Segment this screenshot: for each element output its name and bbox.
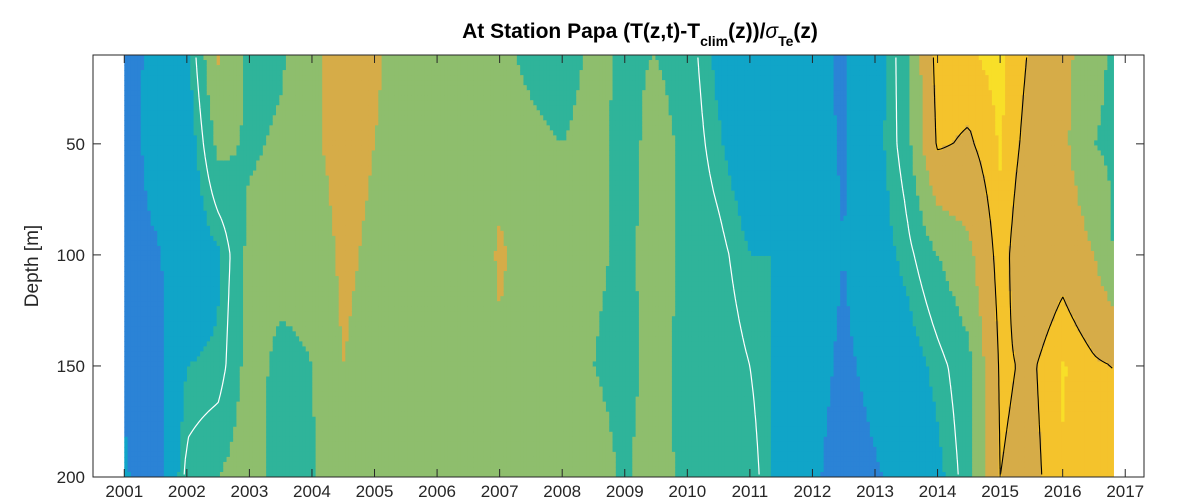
no-data-region bbox=[93, 55, 124, 477]
chart-title-sub-clim: clim bbox=[700, 33, 728, 49]
chart-title-end: (z) bbox=[793, 20, 818, 43]
anomaly-field bbox=[93, 55, 1144, 478]
chart-title: At Station Papa (T(z,t)-Tclim(z))/σTe(z) bbox=[462, 20, 818, 49]
chart-title-main: At Station Papa (T(z,t)-T bbox=[462, 20, 700, 43]
chart-title-sub-te: Te bbox=[778, 33, 794, 49]
chart-title-mid: (z))/ bbox=[728, 20, 765, 43]
